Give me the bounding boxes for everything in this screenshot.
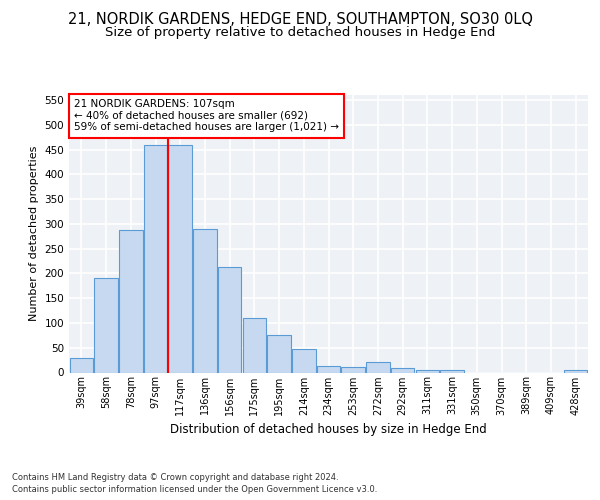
- Bar: [366, 362, 389, 372]
- Bar: [119, 230, 143, 372]
- X-axis label: Distribution of detached houses by size in Hedge End: Distribution of detached houses by size …: [170, 423, 487, 436]
- Text: Contains HM Land Registry data © Crown copyright and database right 2024.: Contains HM Land Registry data © Crown c…: [12, 472, 338, 482]
- Bar: [564, 370, 587, 372]
- Bar: [317, 366, 340, 372]
- Bar: [416, 370, 439, 372]
- Bar: [218, 267, 241, 372]
- Text: 21 NORDIK GARDENS: 107sqm
← 40% of detached houses are smaller (692)
59% of semi: 21 NORDIK GARDENS: 107sqm ← 40% of detac…: [74, 99, 339, 132]
- Y-axis label: Number of detached properties: Number of detached properties: [29, 146, 39, 322]
- Bar: [144, 144, 167, 372]
- Text: 21, NORDIK GARDENS, HEDGE END, SOUTHAMPTON, SO30 0LQ: 21, NORDIK GARDENS, HEDGE END, SOUTHAMPT…: [67, 12, 533, 28]
- Bar: [94, 278, 118, 372]
- Bar: [193, 229, 217, 372]
- Text: Contains public sector information licensed under the Open Government Licence v3: Contains public sector information licen…: [12, 485, 377, 494]
- Bar: [70, 358, 93, 372]
- Text: Size of property relative to detached houses in Hedge End: Size of property relative to detached ho…: [105, 26, 495, 39]
- Bar: [169, 144, 192, 372]
- Bar: [242, 318, 266, 372]
- Bar: [292, 349, 316, 372]
- Bar: [341, 366, 365, 372]
- Bar: [440, 370, 464, 372]
- Bar: [268, 336, 291, 372]
- Bar: [391, 368, 415, 372]
